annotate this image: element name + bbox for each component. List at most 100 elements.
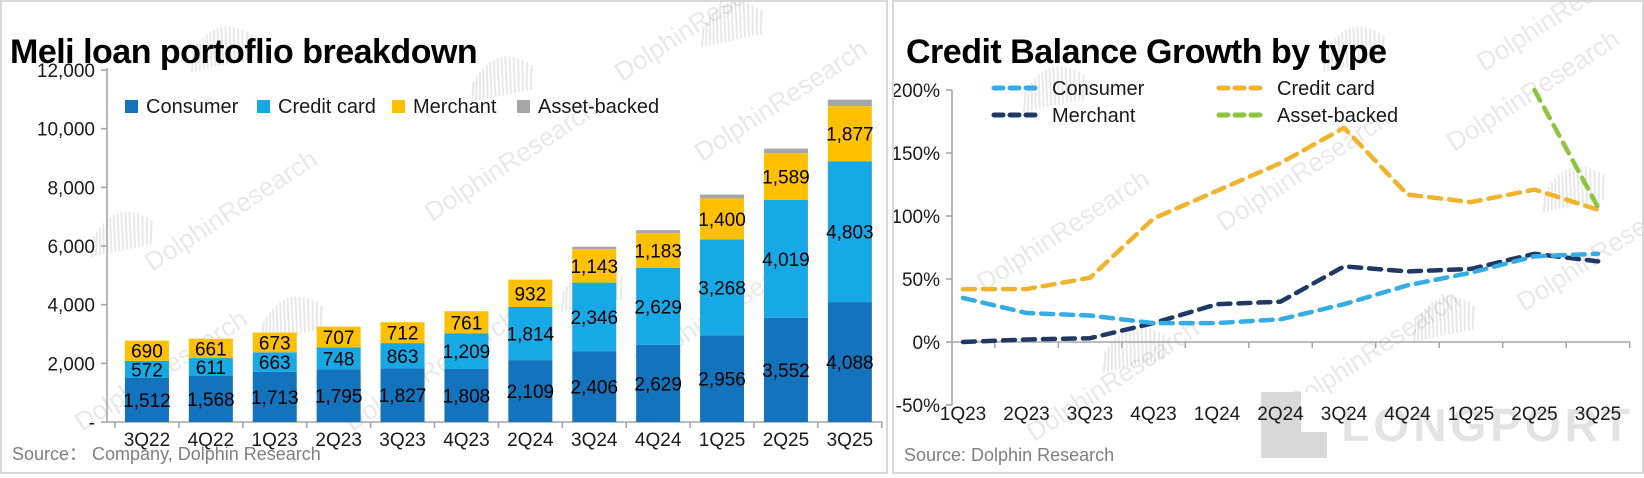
dolphin-logo-watermark-icon (191, 26, 253, 73)
x-tick-label: 4Q22 (188, 430, 234, 451)
bar-value-label: 1,568 (187, 390, 235, 411)
bar-segment-consumer (636, 344, 681, 422)
y-tick-label: 100% (894, 207, 940, 228)
x-tick-label: 2Q25 (1511, 404, 1557, 425)
bar-value-label: 4,019 (762, 250, 810, 271)
x-tick-label: 2Q23 (1003, 404, 1049, 425)
bar-segment-consumer (124, 377, 169, 422)
x-tick-label: 3Q23 (379, 430, 425, 451)
x-tick-label: 2Q25 (763, 430, 809, 451)
dolphin-logo-watermark-icon (701, 2, 763, 48)
bar-value-label: 4,803 (826, 223, 874, 244)
bar-segment-merchant (763, 153, 808, 200)
bar-segment-credit-card (827, 161, 872, 303)
y-tick-label: 50% (902, 270, 940, 291)
x-tick-label: 4Q23 (443, 430, 489, 451)
bar-segment-credit-card (572, 282, 617, 352)
bar-value-label: 3,268 (698, 278, 746, 299)
bar-value-label: 1,795 (315, 387, 363, 408)
bar-value-label: 1,512 (123, 391, 171, 412)
x-tick-label: 3Q25 (1575, 404, 1621, 425)
bar-segment-merchant (572, 249, 617, 283)
y-tick-label: 4,000 (47, 296, 95, 317)
dolphin-logo-watermark-icon (1103, 326, 1165, 373)
bar-segment-asset-backed (827, 99, 872, 107)
bar-segment-asset-backed (572, 246, 617, 250)
x-tick-label: 4Q24 (1384, 404, 1431, 425)
bar-value-label: 2,406 (570, 378, 618, 399)
longport-wordmark: LONGPORT (1341, 399, 1634, 451)
bar-segment-merchant (444, 311, 489, 334)
bar-value-label: 663 (259, 353, 291, 374)
x-tick-label: 2Q23 (315, 430, 361, 451)
bar-segment-consumer (508, 360, 553, 422)
bar-value-label: 2,109 (507, 382, 555, 403)
credit-growth-chart: 200% 150% 100% 50% 0% -50% 1Q23 2Q23 3Q23 4Q23 1Q2… (894, 78, 1631, 425)
bar-segment-merchant (316, 326, 361, 348)
bar-value-label: 572 (131, 360, 163, 381)
bar-value-label: 690 (131, 342, 163, 363)
bar-segment-consumer (700, 335, 745, 422)
bar-value-label: 2,629 (634, 297, 682, 318)
bar-segment-consumer (444, 368, 489, 422)
loan-breakdown-panel: Meli loan portoflio breakdown DolphinRes… (0, 0, 888, 474)
legend-label: Asset-backed (538, 96, 659, 118)
x-tick-label: 4Q24 (635, 430, 682, 451)
source-note: Source： Company, Dolphin Research (12, 444, 321, 464)
bar-value-label: 3,552 (762, 361, 810, 382)
y-tick-label: 0% (913, 333, 941, 354)
bar-segment-consumer (763, 317, 808, 422)
legend-label: Credit card (1277, 78, 1375, 100)
y-tick-label: 6,000 (47, 237, 95, 258)
y-tick-label: 200% (894, 81, 940, 102)
loan-breakdown-chart: 12,000 10,000 8,000 6,000 4,000 2,000 - Consume… (37, 61, 883, 451)
bar-segment-credit-card (124, 360, 169, 378)
line-series-credit-card (960, 125, 1601, 292)
y-tick-label: - (89, 413, 95, 434)
bar-segment-asset-backed (700, 194, 745, 199)
dolphin-logo-watermark-icon (1413, 296, 1475, 343)
bar-segment-merchant (827, 106, 872, 162)
x-tick-label: 2Q24 (507, 430, 554, 451)
x-tick-label: 1Q23 (940, 404, 986, 425)
bar-segment-consumer (827, 302, 872, 422)
dolphin-logo-watermark-icon (1023, 66, 1085, 113)
bar-segment-consumer (316, 369, 361, 422)
bar-value-label: 2,629 (634, 374, 682, 395)
bar-segment-credit-card (252, 352, 297, 372)
x-tick-label: 1Q25 (699, 430, 745, 451)
longport-logo-icon (1261, 392, 1328, 458)
y-tick-label: 150% (894, 144, 940, 165)
x-tick-label: 3Q23 (1067, 404, 1113, 425)
bar-segment-credit-card (636, 267, 681, 345)
bar-value-label: 863 (387, 347, 419, 368)
bar-segment-merchant (252, 332, 297, 353)
bar-value-label: 761 (451, 313, 483, 334)
loan-breakdown-title: Meli loan portoflio breakdown (10, 32, 478, 71)
legend-label: Merchant (1052, 105, 1136, 127)
bar-value-label: 932 (514, 284, 546, 305)
legend-swatch-merchant (392, 100, 405, 113)
legend-label: Consumer (1052, 78, 1145, 100)
bar-value-label: 712 (387, 324, 419, 345)
legend-label: Asset-backed (1277, 105, 1398, 127)
legend-label: Merchant (413, 96, 497, 118)
credit-growth-title: Credit Balance Growth by type (906, 32, 1387, 71)
bar-value-label: 1,814 (507, 325, 555, 346)
longport-watermark: LONGPORT (1261, 392, 1634, 458)
dolphin-logo-watermark-icon (1323, 26, 1385, 73)
y-tick-label: 12,000 (37, 61, 95, 82)
bar-segment-consumer (380, 368, 425, 422)
bar-segment-merchant (508, 279, 553, 307)
legend-swatch-credit-card (257, 100, 270, 113)
bar-value-label: 611 (196, 358, 226, 379)
bar-value-label: 673 (259, 333, 291, 354)
x-tick-label: 1Q24 (1194, 404, 1241, 425)
dolphin-logo-watermark-icon (471, 56, 533, 103)
bar-segment-credit-card (508, 306, 553, 361)
y-tick-label: 8,000 (47, 178, 95, 199)
y-tick-label: 10,000 (37, 120, 95, 141)
bar-segment-consumer (188, 376, 233, 422)
x-tick-label: 2Q24 (1257, 404, 1304, 425)
